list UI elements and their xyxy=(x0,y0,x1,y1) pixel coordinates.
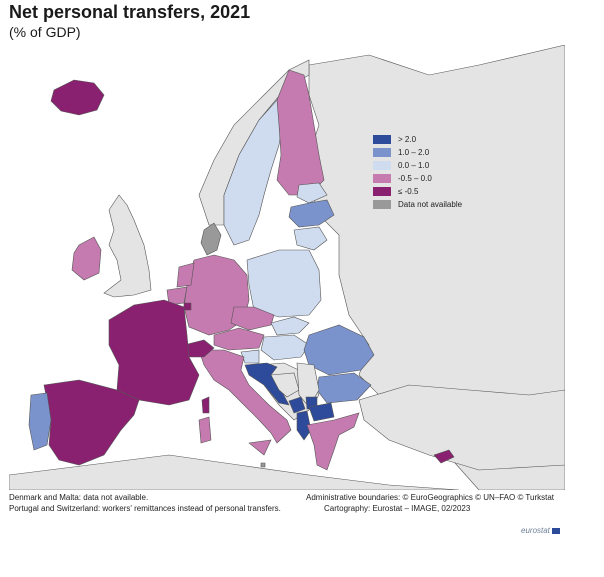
croatia xyxy=(244,362,290,406)
slovenia xyxy=(240,349,260,364)
iceland xyxy=(50,79,105,116)
legend-label: ≤ -0.5 xyxy=(398,187,419,196)
cyprus xyxy=(433,449,455,464)
uk xyxy=(103,194,152,298)
legend-swatch xyxy=(373,148,391,157)
brand-text: eurostat xyxy=(521,526,550,535)
italy xyxy=(198,349,292,444)
north-africa xyxy=(9,454,460,490)
legend-item: 0.0 – 1.0 xyxy=(373,159,462,172)
credit-line: Cartography: Eurostat – IMAGE, 02/2023 xyxy=(324,504,471,513)
portugal xyxy=(28,392,52,451)
czechia xyxy=(230,306,275,331)
eurostat-logo: eurostat xyxy=(521,526,560,535)
austria xyxy=(213,327,265,351)
finland xyxy=(276,69,325,196)
legend-label: 1.0 – 2.0 xyxy=(398,148,430,157)
map-subtitle: (% of GDP) xyxy=(9,24,81,40)
legend-label: Data not available xyxy=(398,200,463,209)
sicily xyxy=(248,439,272,456)
legend-swatch xyxy=(373,200,391,209)
luxembourg xyxy=(183,302,192,311)
europe-map xyxy=(9,45,565,490)
slovakia xyxy=(270,316,310,336)
legend-label: -0.5 – 0.0 xyxy=(398,174,432,183)
note-line: Portugal and Switzerland: workers' remit… xyxy=(9,504,281,513)
bosnia xyxy=(270,372,300,398)
legend-item: Data not available xyxy=(373,198,462,211)
turkey xyxy=(358,384,565,471)
corsica xyxy=(201,396,210,414)
legend-label: 0.0 – 1.0 xyxy=(398,161,430,170)
legend-item: ≤ -0.5 xyxy=(373,185,462,198)
map-legend: > 2.0 1.0 – 2.0 0.0 – 1.0 -0.5 – 0.0 ≤ -… xyxy=(373,133,462,211)
map-notes: Denmark and Malta: data not available. P… xyxy=(9,492,281,514)
sardinia xyxy=(198,416,212,444)
france xyxy=(108,299,200,406)
legend-swatch xyxy=(373,174,391,183)
denmark xyxy=(200,222,222,256)
hungary xyxy=(260,334,310,361)
malta xyxy=(260,462,266,468)
credit-line: Administrative boundaries: © EuroGeograp… xyxy=(306,493,555,502)
netherlands xyxy=(176,262,195,288)
map-credits: Administrative boundaries: © EuroGeograp… xyxy=(306,492,554,514)
note-line: Denmark and Malta: data not available. xyxy=(9,493,149,502)
legend-label: > 2.0 xyxy=(398,135,417,144)
estonia xyxy=(296,182,328,204)
legend-item: 1.0 – 2.0 xyxy=(373,146,462,159)
albania xyxy=(296,410,312,441)
sweden xyxy=(223,99,285,246)
legend-item: > 2.0 xyxy=(373,133,462,146)
lithuania xyxy=(293,226,328,251)
legend-swatch xyxy=(373,187,391,196)
map-title: Net personal transfers, 2021 xyxy=(9,2,251,22)
latvia xyxy=(288,199,335,228)
poland xyxy=(246,249,322,318)
north-macedonia xyxy=(308,402,335,422)
greece xyxy=(306,412,360,471)
romania xyxy=(303,324,375,376)
montenegro xyxy=(288,396,306,414)
legend-item: -0.5 – 0.0 xyxy=(373,172,462,185)
ireland xyxy=(71,236,102,281)
legend-swatch xyxy=(373,135,391,144)
legend-swatch xyxy=(373,161,391,170)
eu-flag-icon xyxy=(551,527,560,534)
